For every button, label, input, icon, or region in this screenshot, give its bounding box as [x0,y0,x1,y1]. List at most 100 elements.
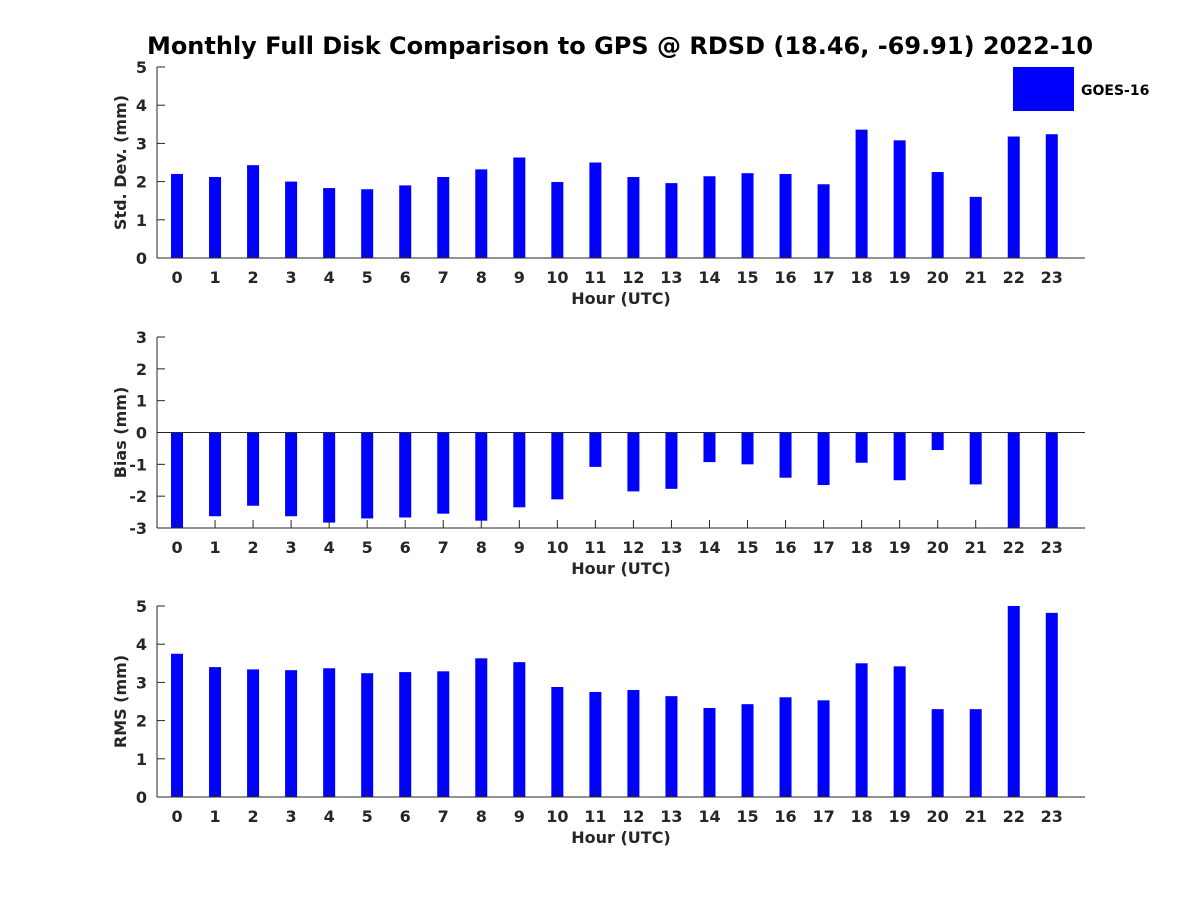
x-tick-label: 9 [514,807,525,826]
x-tick-label: 18 [850,268,872,287]
y-tick-label: 4 [136,635,147,654]
x-tick-label: 2 [248,538,259,557]
x-tick-label: 19 [889,807,911,826]
y-tick-label: 1 [136,392,147,411]
bar-1-21 [969,196,982,258]
bar-3-12 [627,690,640,797]
x-tick-label: 15 [736,538,758,557]
bar-2-14 [703,432,716,463]
y-tick-label: 2 [136,360,147,379]
bar-2-15 [741,432,754,465]
x-tick-label: 15 [736,807,758,826]
x-tick-label: 5 [362,538,373,557]
bar-3-8 [475,658,488,797]
bar-1-13 [665,183,678,258]
x-tick-label: 13 [660,807,682,826]
x-tick-label: 0 [171,268,182,287]
y-tick-label: 2 [136,173,147,192]
x-tick-label: 3 [286,268,297,287]
bar-3-13 [665,696,678,797]
bar-2-0 [171,432,184,528]
bar-1-15 [741,173,754,258]
bar-3-18 [855,663,868,797]
bar-2-21 [969,432,982,485]
x-tick-label: 11 [584,538,606,557]
x-tick-label: 12 [622,807,644,826]
x-tick-label: 21 [965,538,987,557]
y-tick-label: 4 [136,96,147,115]
y-tick-label: 0 [136,249,147,268]
bar-1-11 [589,162,602,258]
x-tick-label: 23 [1041,807,1063,826]
bar-3-20 [931,709,944,797]
x-tick-label: 5 [362,807,373,826]
bar-1-2 [247,165,260,258]
x-tick-label: 18 [850,538,872,557]
x-tick-label: 20 [927,268,949,287]
x-tick-label: 2 [248,807,259,826]
bar-1-23 [1045,134,1058,258]
x-tick-label: 22 [1003,538,1025,557]
x-tick-label: 21 [965,268,987,287]
x-tick-label: 4 [324,538,335,557]
bar-1-0 [171,173,184,258]
x-tick-label: 19 [889,268,911,287]
x-axis-label: Hour (UTC) [571,289,671,308]
x-tick-label: 3 [286,538,297,557]
y-tick-label: 2 [136,712,147,731]
x-tick-label: 1 [209,538,220,557]
x-tick-label: 4 [324,268,335,287]
bar-3-2 [247,669,260,797]
x-axis-label: Hour (UTC) [571,559,671,578]
x-tick-label: 13 [660,538,682,557]
bar-1-3 [285,181,298,258]
x-tick-label: 18 [850,807,872,826]
x-tick-label: 8 [476,268,487,287]
x-tick-label: 12 [622,268,644,287]
bar-3-19 [893,666,906,797]
x-tick-label: 7 [438,538,449,557]
bar-1-8 [475,169,488,258]
bar-3-7 [437,671,450,797]
bar-2-3 [285,432,298,517]
x-tick-label: 7 [438,268,449,287]
bar-1-9 [513,157,526,258]
bar-1-6 [399,185,412,258]
x-tick-label: 9 [514,268,525,287]
bar-1-19 [893,140,906,258]
bar-2-18 [855,432,868,463]
x-tick-label: 22 [1003,268,1025,287]
bar-2-9 [513,432,526,508]
bar-2-7 [437,432,450,514]
x-tick-label: 8 [476,807,487,826]
legend-label: GOES-16 [1081,83,1149,99]
x-tick-label: 21 [965,807,987,826]
bar-1-17 [817,184,830,258]
bar-1-1 [209,177,222,258]
bar-2-2 [247,432,260,506]
bar-3-11 [589,691,602,797]
bar-1-22 [1007,136,1020,258]
x-tick-label: 23 [1041,538,1063,557]
bar-3-9 [513,662,526,797]
bar-1-5 [361,189,374,258]
x-tick-label: 2 [248,268,259,287]
y-tick-label: -3 [129,519,147,538]
bar-1-12 [627,177,640,258]
x-tick-label: 10 [546,268,568,287]
x-axis-label: Hour (UTC) [571,828,671,847]
bar-3-15 [741,704,754,797]
x-tick-label: 1 [209,268,220,287]
bar-2-22 [1007,432,1020,528]
chart-title: Monthly Full Disk Comparison to GPS @ RD… [147,32,1093,60]
x-tick-label: 10 [546,538,568,557]
bar-1-20 [931,172,944,258]
x-tick-label: 12 [622,538,644,557]
bar-2-20 [931,432,944,451]
x-tick-label: 0 [171,538,182,557]
bar-2-17 [817,432,830,486]
x-tick-label: 16 [774,268,796,287]
